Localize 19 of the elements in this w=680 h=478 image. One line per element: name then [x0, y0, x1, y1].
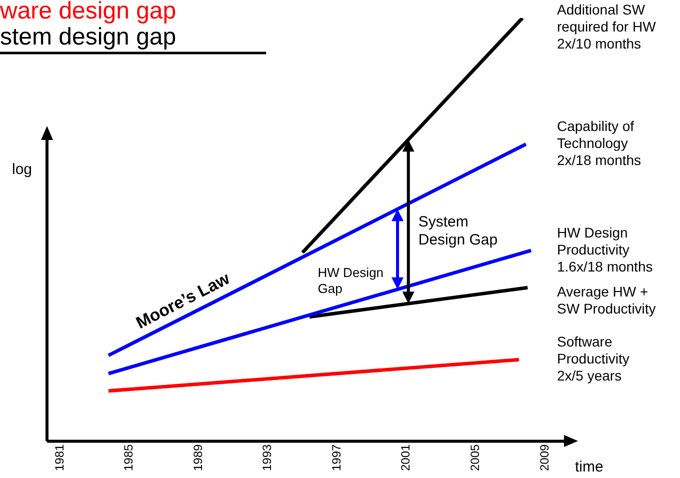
x-axis-title: time [575, 458, 604, 476]
text: Additional SW required for HW 2x/10 months [557, 1, 657, 52]
y-axis-title: log [12, 161, 32, 178]
x-tick-label: 1989 [190, 444, 205, 472]
annotation: System Design Gap [418, 214, 498, 249]
x-tick-label: 2009 [537, 444, 552, 472]
series-label: HW Design Productivity 1.6x/18 months [557, 224, 653, 274]
x-tick-label: 1997 [329, 444, 344, 472]
annotation: HW Design Gap [318, 264, 384, 296]
text: Software Productivity 2x/5 years [557, 333, 630, 384]
text: Capability of Technology 2x/18 months [557, 118, 642, 168]
chart-subtitle: stem design gap [0, 24, 176, 51]
x-tick-label: 1985 [122, 444, 136, 472]
x-tick-label: 1993 [260, 444, 274, 472]
x-tick-label: 2001 [398, 444, 413, 472]
text: Average HW + SW Productivity [557, 283, 656, 316]
x-tick-label: 1981 [52, 444, 66, 472]
chart-title: ware design gap [0, 0, 176, 25]
x-tick-label: 2005 [468, 444, 482, 472]
